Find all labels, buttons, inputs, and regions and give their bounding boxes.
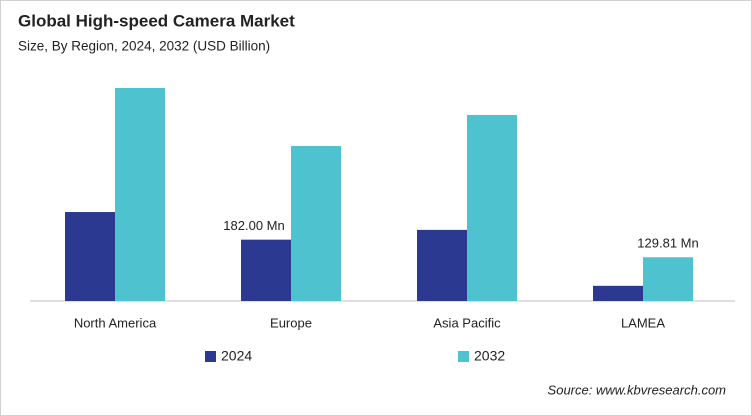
bar (241, 239, 291, 301)
value-label: 129.81 Mn (637, 236, 698, 251)
legend-label: 2024 (221, 348, 252, 364)
bar (593, 285, 643, 301)
bar (291, 145, 341, 301)
x-tick-label: Asia Pacific (433, 315, 501, 330)
value-label: 182.00 Mn (223, 218, 284, 233)
bar (115, 88, 165, 301)
bar (65, 212, 115, 301)
legend-swatch (458, 351, 469, 362)
bar (467, 114, 517, 301)
bar (643, 257, 693, 301)
chart-subtitle: Size, By Region, 2024, 2032 (USD Billion… (18, 39, 270, 54)
chart-title: Global High-speed Camera Market (18, 11, 295, 30)
source: Source: www.kbvresearch.com (548, 382, 727, 397)
x-tick-label: North America (74, 315, 157, 330)
bar (417, 229, 467, 301)
legend-swatch (205, 351, 216, 362)
x-tick-label: Europe (270, 315, 312, 330)
x-tick-label: LAMEA (621, 315, 665, 330)
legend-label: 2032 (474, 348, 505, 364)
